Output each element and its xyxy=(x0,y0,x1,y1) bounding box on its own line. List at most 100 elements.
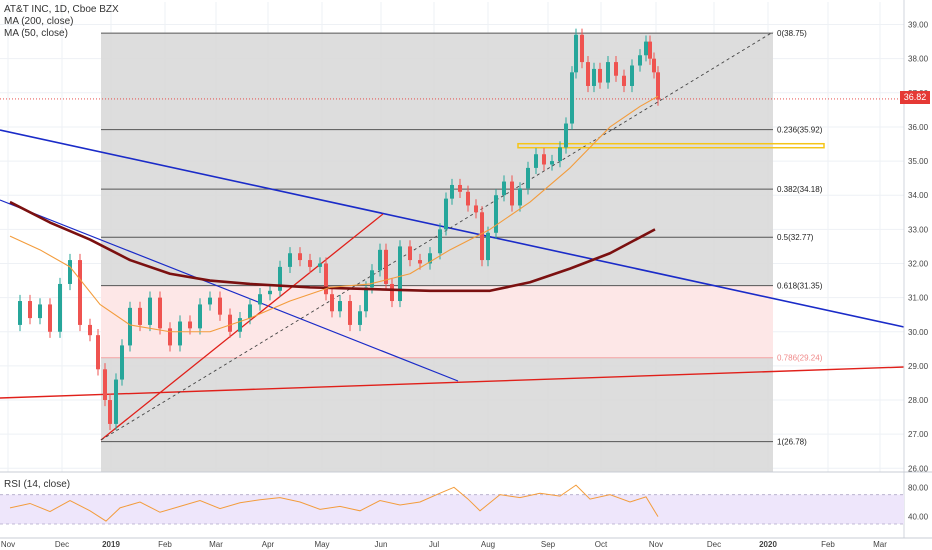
x-tick-label-16: Mar xyxy=(873,540,887,549)
candle-body-67 xyxy=(574,34,578,73)
candle-body-79 xyxy=(652,58,656,73)
candle-body-53 xyxy=(474,205,478,213)
candle-body-64 xyxy=(558,147,562,162)
blue-downtrend-long xyxy=(0,129,905,328)
x-tick-label-7: Jun xyxy=(375,540,388,549)
candle-body-19 xyxy=(178,321,182,346)
candle-body-41 xyxy=(378,249,382,271)
y-tick-label-13: 39.00 xyxy=(908,21,929,30)
candle-body-39 xyxy=(364,287,368,312)
candle-body-68 xyxy=(580,34,584,63)
candle-body-47 xyxy=(428,253,432,264)
rsi-tick-label-1: 80.00 xyxy=(908,483,929,492)
red-support-line xyxy=(0,366,905,399)
y-tick-label-0: 26.00 xyxy=(908,464,929,473)
x-tick-label-11: Oct xyxy=(595,540,608,549)
y-tick-label-5: 31.00 xyxy=(908,294,929,303)
candle-body-43 xyxy=(390,283,394,302)
candle-body-35 xyxy=(330,294,334,312)
y-tick-label-4: 30.00 xyxy=(908,328,929,337)
candle-body-54 xyxy=(480,212,484,261)
chart-legend: AT&T INC, 1D, Cboe BZX MA (200, close) M… xyxy=(4,4,119,40)
candle-body-34 xyxy=(324,263,328,295)
fib-trend-dashed xyxy=(100,31,774,441)
x-tick-label-3: Feb xyxy=(158,540,172,549)
candle-body-3 xyxy=(38,304,42,319)
fib-zone-lower xyxy=(101,357,773,472)
candle-body-40 xyxy=(370,270,374,288)
candle-body-11 xyxy=(108,400,112,424)
candle-body-31 xyxy=(298,253,302,261)
candle-body-18 xyxy=(168,328,172,346)
fib-level-label-4: 0.618(31.35) xyxy=(777,282,823,291)
candle-body-25 xyxy=(238,318,242,332)
candle-body-56 xyxy=(494,195,498,233)
candle-body-57 xyxy=(502,181,506,196)
candle-body-12 xyxy=(114,379,118,424)
candle-body-48 xyxy=(438,229,442,254)
last-price-tag: 36.82 xyxy=(900,91,930,104)
candle-body-22 xyxy=(208,297,212,305)
y-tick-label-3: 29.00 xyxy=(908,362,929,371)
x-tick-label-5: Apr xyxy=(262,540,275,549)
candle-body-32 xyxy=(308,260,312,267)
candle-body-45 xyxy=(408,246,412,261)
y-tick-label-10: 36.00 xyxy=(908,123,929,132)
fib-level-label-0: 0(38.75) xyxy=(777,29,807,38)
ma50-legend: MA (50, close) xyxy=(4,28,68,39)
candle-body-73 xyxy=(614,62,618,76)
ma200-line xyxy=(9,200,656,293)
candle-body-69 xyxy=(586,62,590,86)
x-tick-label-8: Jul xyxy=(429,540,439,549)
fib-level-label-1: 0.236(35.92) xyxy=(777,126,823,135)
blue-downtrend-short xyxy=(0,199,459,382)
candle-body-76 xyxy=(638,55,642,66)
candle-body-59 xyxy=(518,188,522,206)
candle-body-65 xyxy=(564,123,568,148)
price-candles xyxy=(18,28,660,431)
rsi-panel: 40.00 80.00 xyxy=(0,483,929,525)
candle-body-72 xyxy=(606,62,610,83)
y-tick-label-9: 35.00 xyxy=(908,157,929,166)
x-tick-label-15: Feb xyxy=(821,540,835,549)
y-tick-label-2: 28.00 xyxy=(908,396,929,405)
candle-body-38 xyxy=(358,311,362,325)
candle-body-1 xyxy=(18,301,22,325)
candle-body-37 xyxy=(348,301,352,325)
rsi-line xyxy=(9,484,659,522)
candle-body-62 xyxy=(542,154,546,165)
rsi-band xyxy=(0,494,904,524)
candle-body-23 xyxy=(218,297,222,315)
y-tick-label-8: 34.00 xyxy=(908,191,929,200)
candle-body-46 xyxy=(418,260,422,264)
x-tick-label-2: 2019 xyxy=(102,540,120,549)
x-tick-label-13: Dec xyxy=(707,540,721,549)
candle-body-42 xyxy=(384,249,388,284)
fibonacci-retracement: 0(38.75) 0.236(35.92) 0.382(34.18) 0.5(32.7… xyxy=(101,29,823,472)
candle-body-75 xyxy=(630,65,634,86)
x-tick-label-0: Nov xyxy=(1,540,15,549)
x-tick-label-12: Nov xyxy=(649,540,663,549)
rsi-legend: RSI (14, close) xyxy=(4,479,71,490)
candle-body-71 xyxy=(598,68,602,83)
rsi-tick-label-0: 40.00 xyxy=(908,513,929,522)
y-tick-label-7: 33.00 xyxy=(908,225,929,234)
candle-body-70 xyxy=(592,68,596,86)
x-tick-label-1: Dec xyxy=(55,540,69,549)
candle-body-66 xyxy=(570,72,574,124)
fib-level-label-6: 1(26.78) xyxy=(777,438,807,447)
candle-body-4 xyxy=(48,304,52,332)
fib-level-label-3: 0.5(32.77) xyxy=(777,233,814,242)
candle-body-2 xyxy=(28,301,32,319)
candle-body-44 xyxy=(398,246,402,302)
fib-level-label-2: 0.382(34.18) xyxy=(777,185,823,194)
fib-zone-upper xyxy=(101,33,773,286)
candle-body-28 xyxy=(268,290,272,295)
candle-body-7 xyxy=(78,260,82,325)
candle-body-21 xyxy=(198,304,202,329)
y-tick-label-12: 38.00 xyxy=(908,55,929,64)
symbol-title: AT&T INC, 1D, Cboe BZX xyxy=(4,4,119,15)
candle-body-29 xyxy=(278,266,282,291)
x-tick-label-14: 2020 xyxy=(759,540,777,549)
